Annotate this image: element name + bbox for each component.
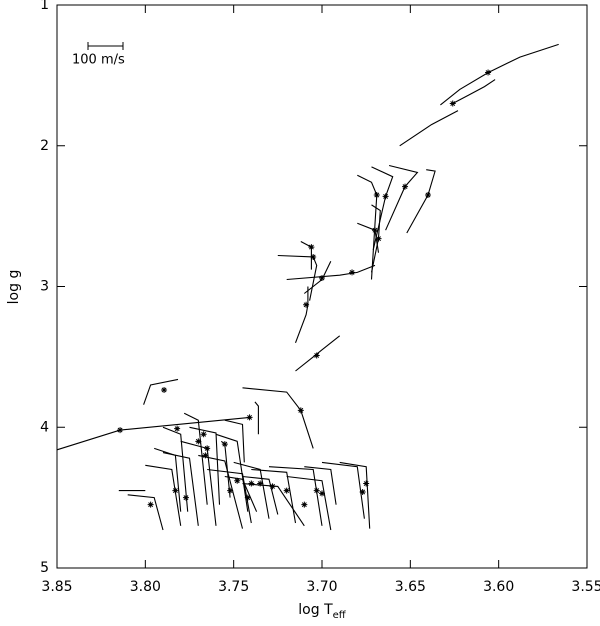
y-tick-label: 4 <box>40 419 49 435</box>
star-marker <box>319 275 325 282</box>
track <box>294 286 309 343</box>
star-marker <box>269 483 276 490</box>
x-tick-label: 3.85 <box>41 579 72 595</box>
track <box>180 440 217 526</box>
track <box>321 461 365 519</box>
star-marker <box>402 183 409 190</box>
star-marker <box>161 386 168 393</box>
star-marker <box>283 487 290 494</box>
star-marker <box>244 494 251 501</box>
track <box>277 254 318 301</box>
x-axis-label-subscript: eff <box>333 610 347 621</box>
x-tick-label: 3.75 <box>218 579 249 595</box>
track <box>127 494 164 531</box>
track <box>207 468 252 524</box>
track <box>295 335 341 372</box>
star-marker <box>248 480 255 487</box>
track <box>286 475 332 531</box>
track <box>370 204 381 273</box>
star-marker <box>257 480 264 487</box>
track <box>339 461 371 529</box>
star-marker <box>310 253 317 260</box>
track <box>145 464 182 526</box>
track <box>143 378 179 405</box>
track <box>154 447 182 512</box>
x-tick-label: 3.55 <box>571 579 600 595</box>
track <box>224 419 245 463</box>
x-axis-label-main: log T <box>298 602 333 618</box>
track <box>162 452 199 526</box>
track <box>286 264 376 281</box>
star-marker <box>227 487 234 494</box>
star-marker <box>202 452 209 459</box>
track <box>56 416 250 451</box>
star-marker <box>301 501 308 508</box>
star-marker <box>308 244 315 251</box>
star-marker <box>313 352 320 359</box>
track <box>304 466 337 505</box>
star-marker <box>425 192 431 199</box>
star-marker <box>174 425 181 432</box>
track <box>233 461 270 519</box>
track <box>189 426 221 505</box>
star-marker <box>449 100 456 107</box>
track <box>251 468 297 524</box>
track <box>242 483 305 527</box>
track <box>406 169 436 234</box>
star-marker <box>313 487 320 494</box>
star-marker <box>373 192 380 199</box>
x-tick-label: 3.60 <box>483 579 514 595</box>
star-marker <box>349 269 356 276</box>
star-marker <box>117 427 124 434</box>
star-marker <box>246 414 253 421</box>
star-marker <box>359 488 366 495</box>
star-marker <box>375 235 382 242</box>
track <box>399 110 459 147</box>
track <box>224 475 258 512</box>
track <box>440 43 559 106</box>
star-marker <box>234 477 241 484</box>
star-marker <box>297 407 304 414</box>
track <box>242 387 314 449</box>
star-marker <box>204 445 211 452</box>
x-tick-label: 3.80 <box>130 579 161 595</box>
track <box>242 475 279 515</box>
star-marker <box>195 438 202 445</box>
track <box>215 433 249 512</box>
track <box>357 174 378 280</box>
x-tick-label: 3.65 <box>395 579 426 595</box>
track <box>254 401 259 435</box>
track <box>198 454 244 529</box>
star-marker <box>303 301 310 308</box>
y-axis-label: log g <box>6 270 22 305</box>
star-marker <box>147 501 154 508</box>
star-marker <box>372 227 378 234</box>
star-marker <box>221 441 228 448</box>
y-tick-label: 5 <box>40 560 49 576</box>
star-marker <box>182 494 189 501</box>
annotation: 100 m/s <box>72 53 125 68</box>
x-axis-label: log Teff <box>298 602 346 621</box>
y-tick-label: 3 <box>40 279 49 295</box>
star-marker <box>200 431 207 438</box>
track <box>183 412 208 505</box>
star-marker <box>363 480 370 487</box>
y-tick-label: 1 <box>40 0 49 13</box>
star-marker <box>319 490 325 497</box>
star-marker <box>172 487 179 494</box>
track <box>162 426 189 512</box>
y-tick-label: 2 <box>40 138 49 154</box>
star-marker <box>382 193 389 200</box>
track <box>268 466 323 526</box>
track <box>385 164 419 231</box>
x-tick-label: 3.70 <box>306 579 337 595</box>
track <box>452 79 496 104</box>
star-marker <box>485 69 492 76</box>
